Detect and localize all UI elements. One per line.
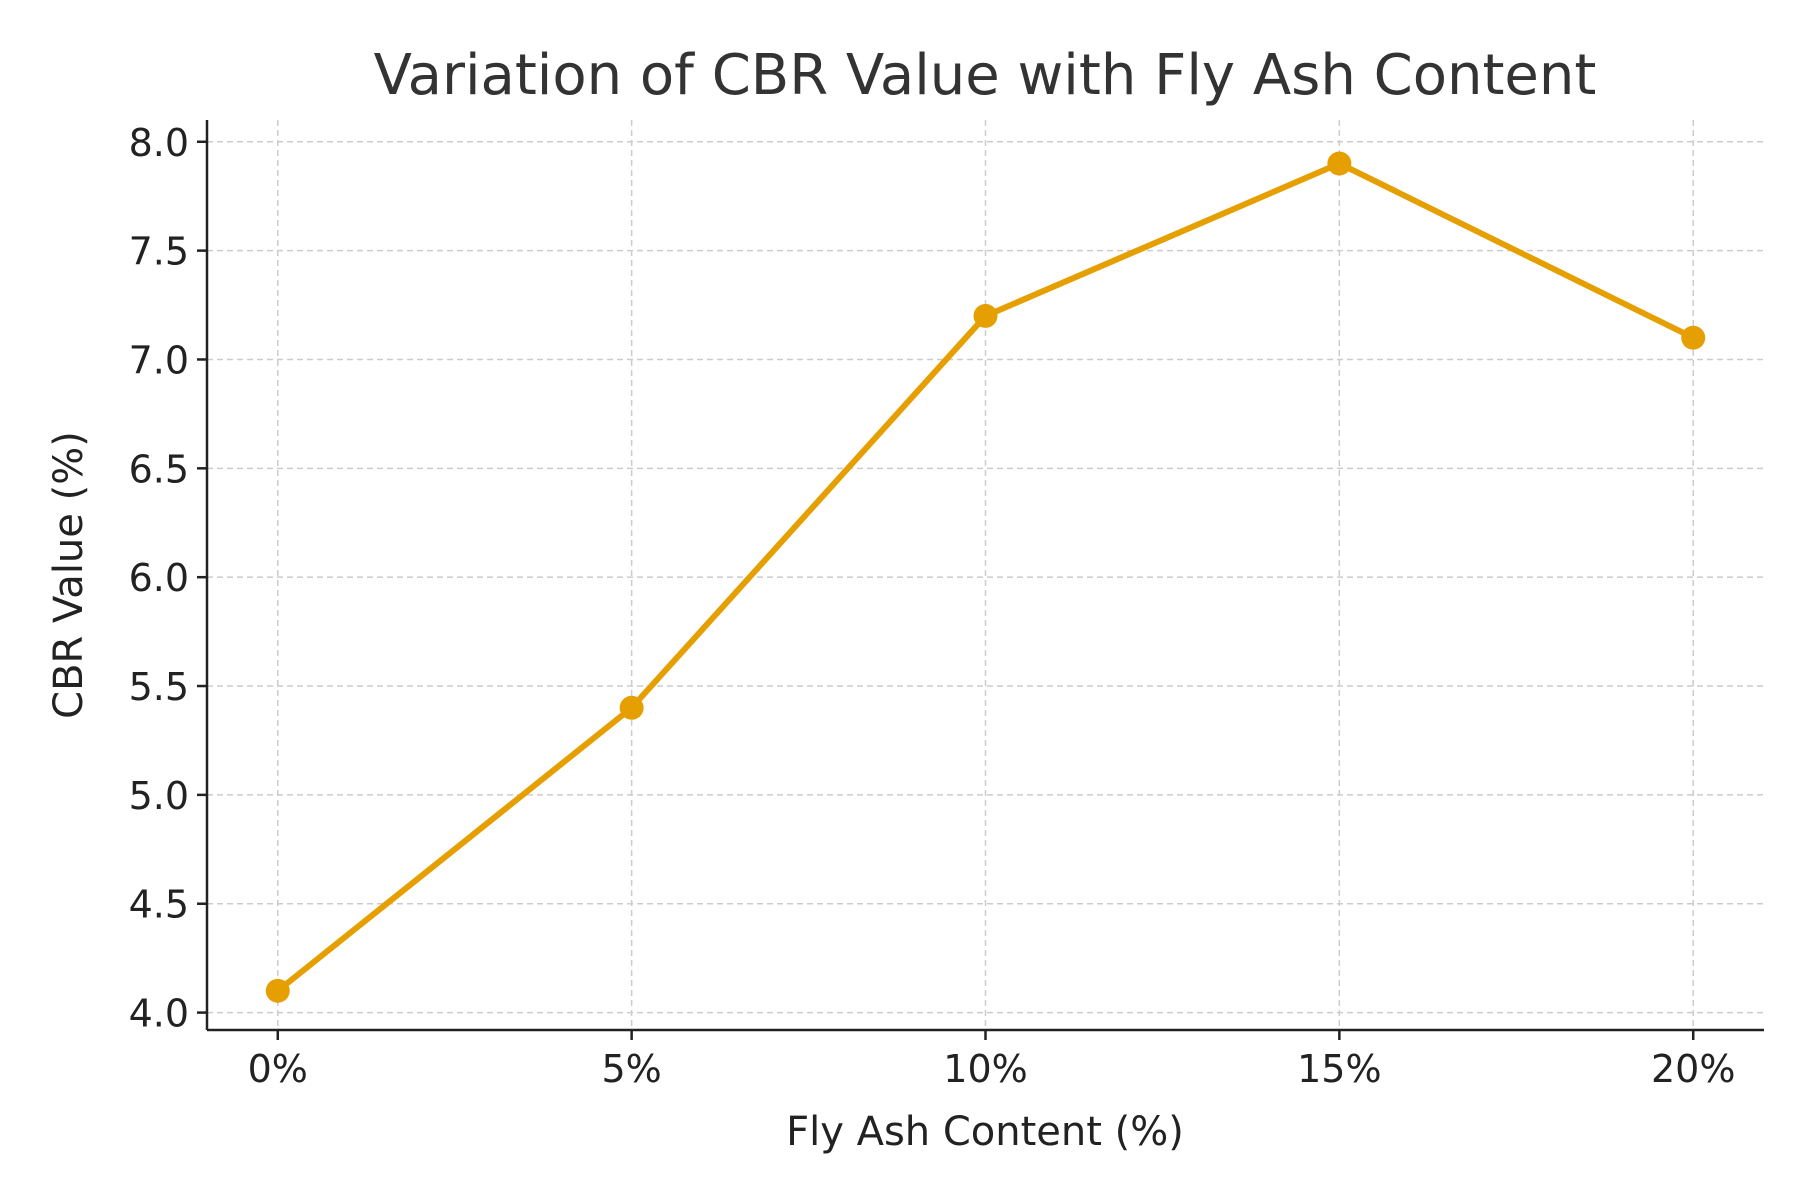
y-tick-label: 5.5 xyxy=(129,665,189,709)
x-tick-label: 10% xyxy=(943,1047,1027,1091)
y-tick-label: 5.0 xyxy=(129,774,189,818)
chart-title: Variation of CBR Value with Fly Ash Cont… xyxy=(374,43,1597,108)
data-point xyxy=(1327,151,1352,176)
data-point xyxy=(619,695,644,720)
y-tick-label: 6.5 xyxy=(129,447,189,491)
x-tick-label: 0% xyxy=(248,1047,308,1091)
ticks-layer: 0% 5% 10% 15% 20% 4.0 4.5 5.0 5.5 6.0 6.5 7.0 7.5 8.0 xyxy=(129,121,1736,1091)
y-tick-label: 4.5 xyxy=(129,883,189,927)
y-axis-label: CBR Value (%) xyxy=(46,431,92,719)
y-tick-label: 7.5 xyxy=(129,230,189,274)
x-tick-label: 20% xyxy=(1651,1047,1735,1091)
y-tick-label: 6.0 xyxy=(129,556,189,600)
y-tick-label: 8.0 xyxy=(129,121,189,165)
grid-layer xyxy=(207,120,1764,1030)
x-axis-label: Fly Ash Content (%) xyxy=(786,1109,1184,1155)
y-tick-label: 4.0 xyxy=(129,992,189,1036)
series-layer xyxy=(265,151,1706,1003)
x-tick-label: 5% xyxy=(601,1047,661,1091)
y-tick-label: 7.0 xyxy=(129,338,189,382)
data-point xyxy=(1681,325,1706,350)
data-point xyxy=(973,303,998,328)
data-point xyxy=(265,978,290,1003)
x-tick-label: 15% xyxy=(1297,1047,1381,1091)
